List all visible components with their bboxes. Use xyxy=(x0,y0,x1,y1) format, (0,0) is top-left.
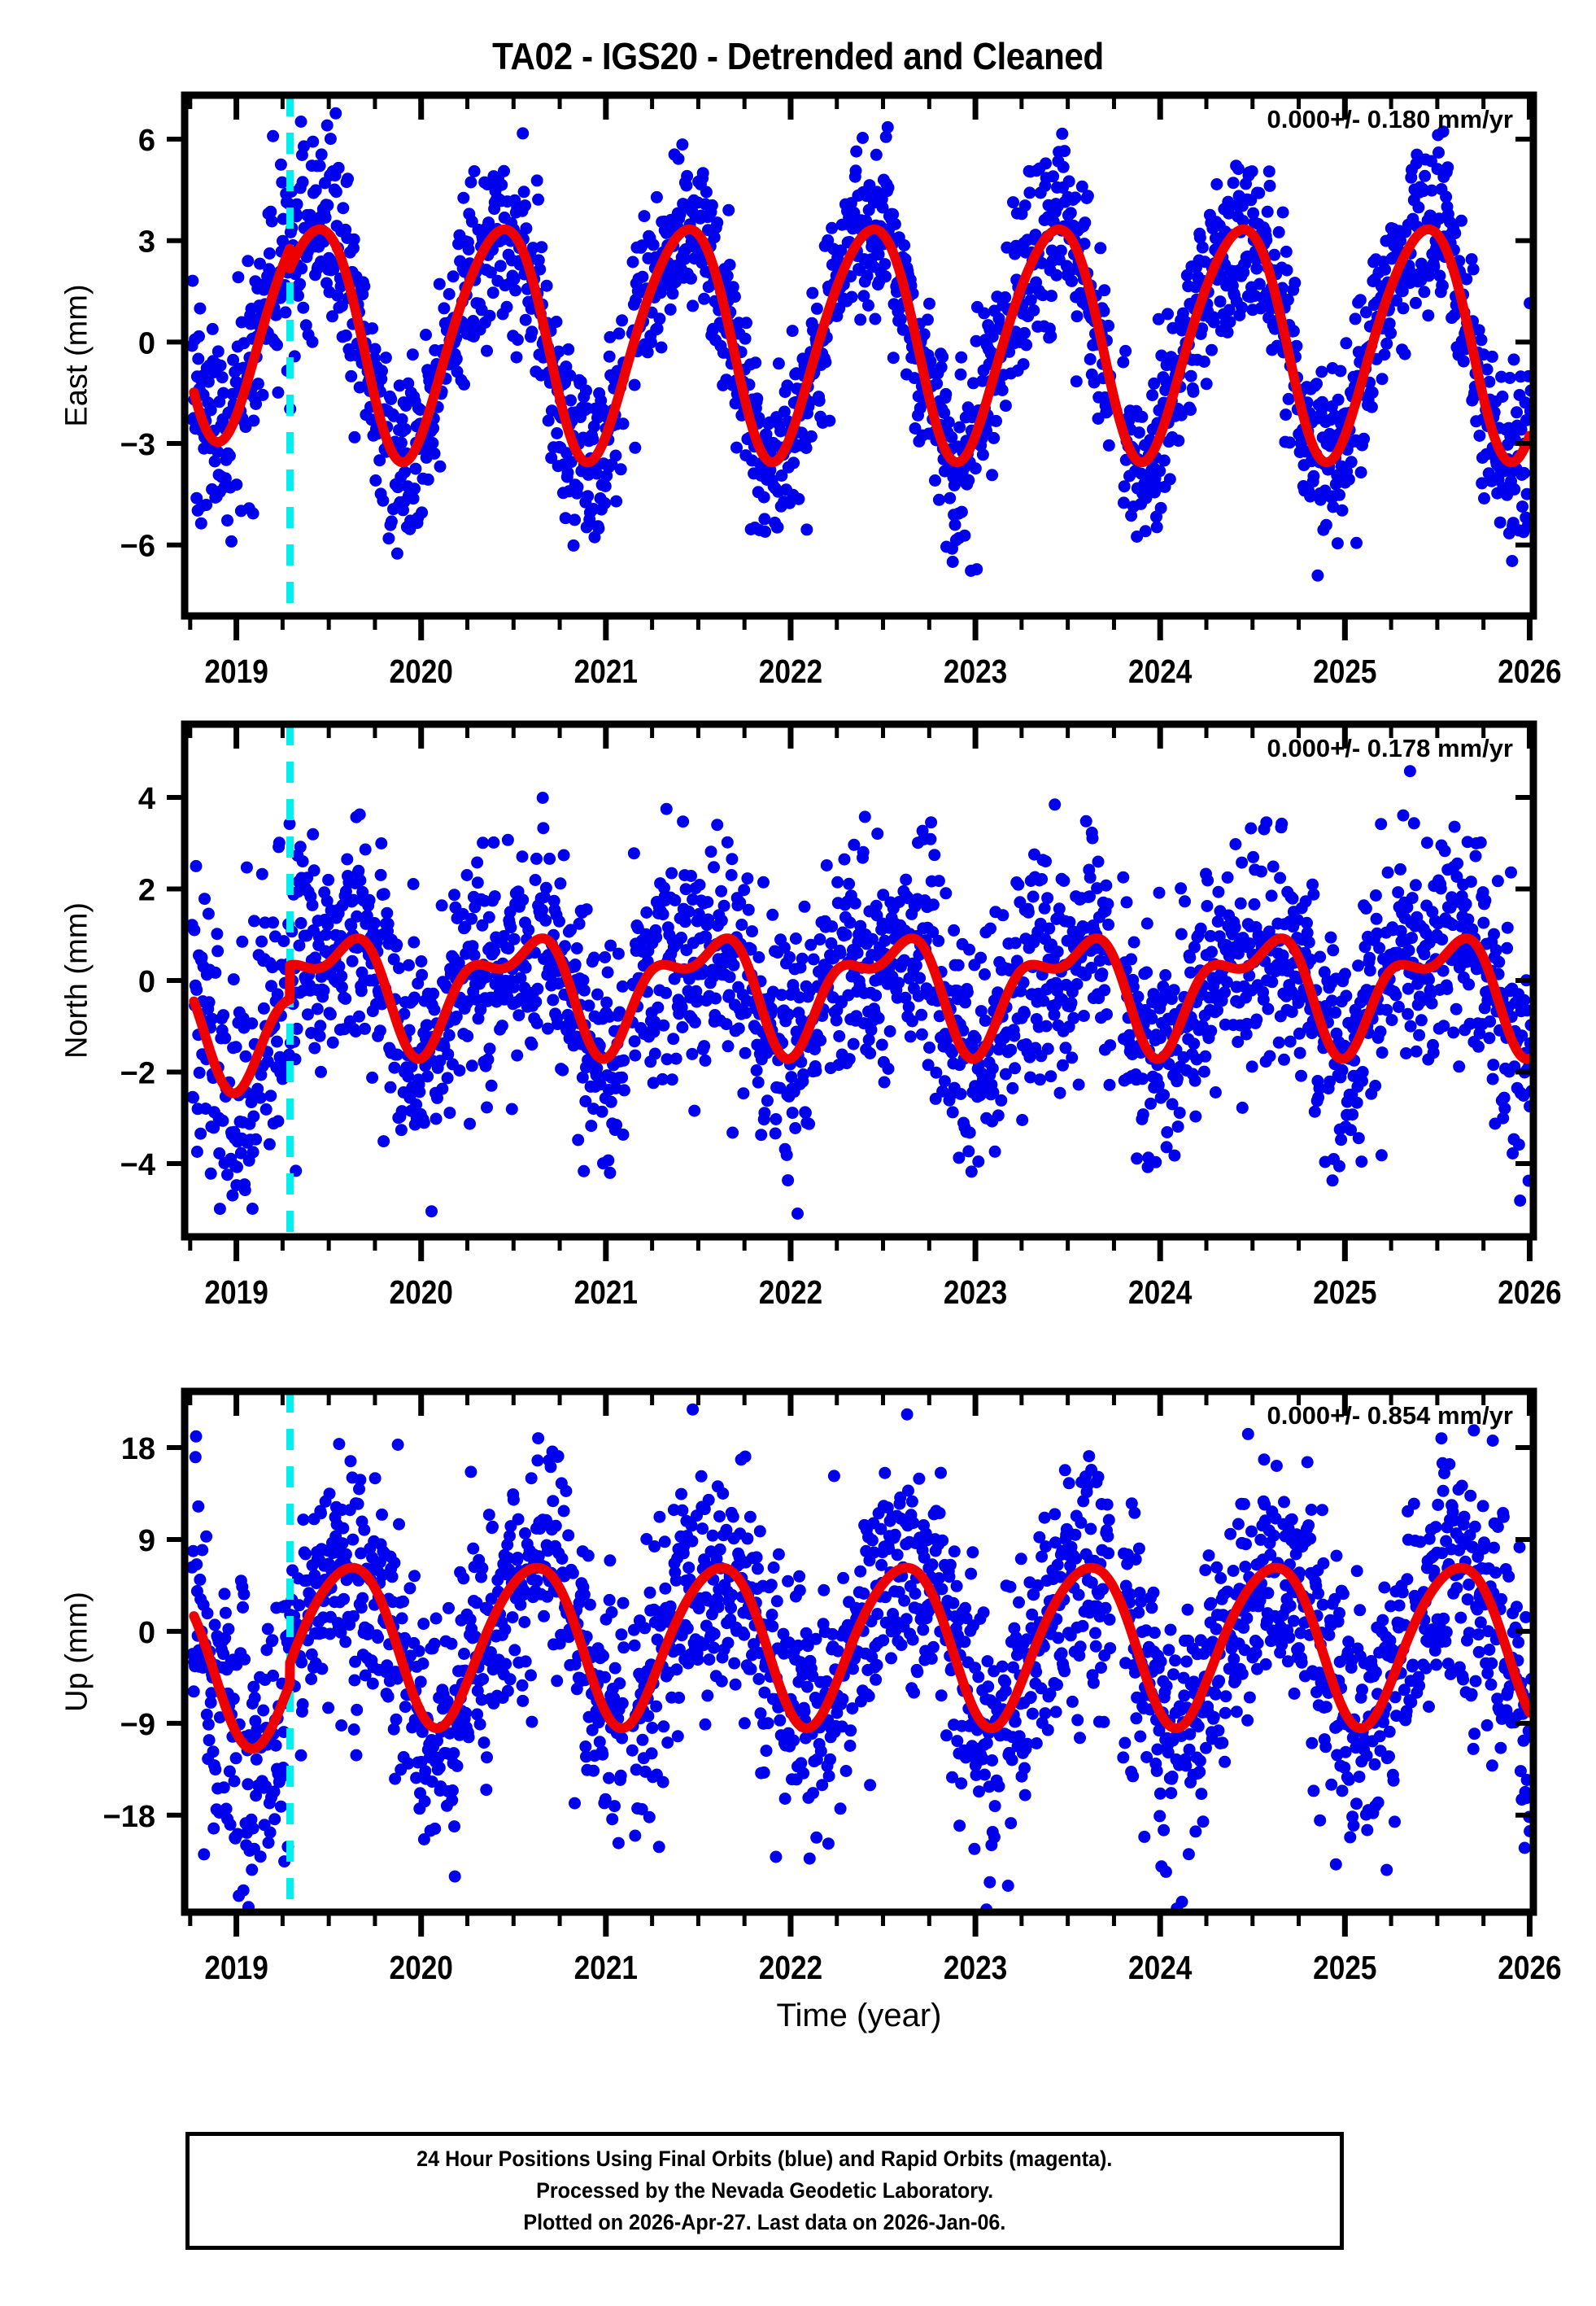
east-rate-annotation: 0.000+/- 0.180 mm/yr xyxy=(1267,105,1513,133)
svg-text:6: 6 xyxy=(138,124,155,158)
svg-text:3: 3 xyxy=(138,225,155,260)
svg-text:2: 2 xyxy=(138,874,155,908)
footer-caption-box: 24 Hour Positions Using Final Orbits (bl… xyxy=(185,2132,1344,2250)
svg-text:2024: 2024 xyxy=(1128,1274,1193,1312)
svg-text:−4: −4 xyxy=(120,1148,155,1182)
svg-text:−2: −2 xyxy=(120,1057,155,1091)
east-axis-label: East (mm) xyxy=(59,284,94,427)
svg-text:4: 4 xyxy=(138,782,155,816)
svg-text:2020: 2020 xyxy=(390,1274,453,1312)
north-axis-label: North (mm) xyxy=(59,902,94,1059)
north-plot-area: 4 2 0 −2 −4 2019 2020 2021 2022 2023 2024 2025 2026 xyxy=(120,720,1562,1312)
x-axis-label: Time (year) xyxy=(776,1998,942,2033)
svg-text:2019: 2019 xyxy=(204,1274,268,1312)
svg-text:2022: 2022 xyxy=(759,1274,822,1312)
svg-text:2026: 2026 xyxy=(1498,1274,1561,1312)
up-axis-label: Up (mm) xyxy=(59,1592,94,1712)
north-rate-annotation: 0.000+/- 0.178 mm/yr xyxy=(1267,734,1513,762)
svg-text:0: 0 xyxy=(138,326,155,360)
svg-text:2023: 2023 xyxy=(944,1274,1007,1312)
svg-text:2021: 2021 xyxy=(574,1274,638,1312)
page-title: TA02 - IGS20 - Detrended and Cleaned xyxy=(492,35,1104,77)
svg-text:−6: −6 xyxy=(120,530,155,564)
footer-line-orbits: 24 Hour Positions Using Final Orbits (bl… xyxy=(416,2146,1113,2171)
svg-text:0: 0 xyxy=(138,965,155,999)
footer-line-dates: Plotted on 2026-Apr-27. Last data on 202… xyxy=(523,2210,1006,2235)
svg-text:−3: −3 xyxy=(120,428,155,462)
svg-text:2025: 2025 xyxy=(1313,1274,1376,1312)
up-rate-annotation: 0.000+/- 0.854 mm/yr xyxy=(1267,1401,1513,1430)
footer-line-processor: Processed by the Nevada Geodetic Laborat… xyxy=(536,2177,993,2203)
